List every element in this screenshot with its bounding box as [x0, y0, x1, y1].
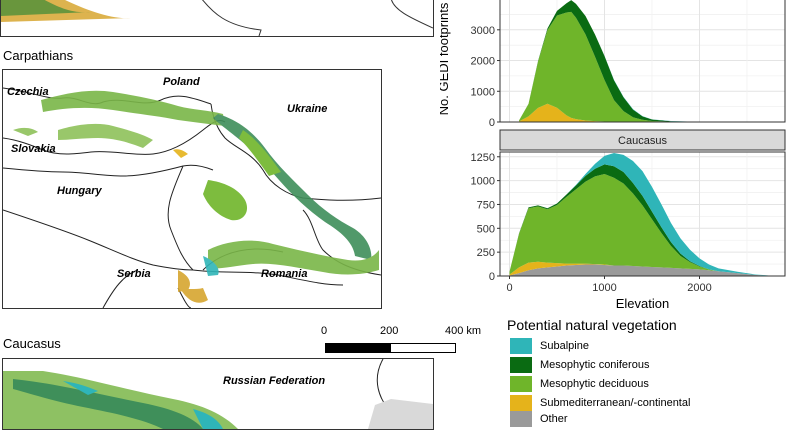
top-map-fragment-drawing	[1, 0, 433, 36]
legend-title: Potential natural vegetation	[507, 317, 677, 333]
x-tick-label: 0	[506, 282, 512, 294]
y-tick-label: 0	[489, 117, 495, 129]
legend-label: Submediterranean/-continental	[540, 397, 690, 409]
country-label-romania: Romania	[261, 268, 307, 280]
legend-item-other: Other	[510, 410, 568, 428]
legend-label: Mesophytic deciduous	[540, 378, 649, 390]
y-tick-label: 0	[489, 271, 495, 283]
legend-swatch-submediterranean	[510, 395, 532, 411]
y-axis-label: No. GEDI footprints	[440, 2, 451, 115]
y-tick-label: 250	[477, 247, 495, 259]
legend-swatch-other	[510, 411, 532, 427]
legend-item-subalpine: Subalpine	[510, 337, 589, 355]
legend-label: Mesophytic coniferous	[540, 359, 649, 371]
scale-bar-black-segment	[325, 343, 391, 353]
y-tick-label: 1000	[471, 176, 495, 188]
x-tick-label: 2000	[687, 282, 711, 294]
top-panel: 0 1000 2000 3000 No. GEDI footprints	[440, 0, 785, 129]
legend-swatch-mesophytic-coniferous	[510, 357, 532, 373]
country-label-slovakia: Slovakia	[11, 143, 56, 155]
bottom-panel: 0 250 500 750 1000 1250 Caucasus 0 1000 2000 Eleva…	[471, 130, 785, 310]
x-tick-label: 1000	[592, 282, 616, 294]
country-label-poland: Poland	[163, 76, 200, 88]
elevation-charts: 0 1000 2000 3000 No. GEDI footprints 0 250 500…	[440, 0, 790, 310]
scale-bar-white-segment	[390, 343, 456, 353]
country-label-russian-federation: Russian Federation	[223, 375, 325, 387]
y-tick-label: 1250	[471, 152, 495, 164]
x-axis-label: Elevation	[616, 296, 669, 310]
legend-item-mesophytic-deciduous: Mesophytic deciduous	[510, 375, 649, 393]
country-label-ukraine: Ukraine	[287, 103, 327, 115]
facet-strip-title: Caucasus	[618, 135, 667, 147]
country-label-hungary: Hungary	[57, 185, 102, 197]
scale-label-200: 200	[380, 325, 398, 337]
scale-label-400: 400 km	[445, 325, 481, 337]
caucasus-map-title: Caucasus	[3, 336, 61, 351]
y-tick-label: 500	[477, 223, 495, 235]
caucasus-map: Russian Federation	[2, 358, 434, 430]
legend-label: Other	[540, 413, 568, 425]
country-label-czechia: Czechia	[7, 86, 49, 98]
legend-swatch-mesophytic-deciduous	[510, 376, 532, 392]
y-tick-label: 1000	[471, 86, 495, 98]
legend-label: Subalpine	[540, 340, 589, 352]
y-tick-label: 750	[477, 199, 495, 211]
legend-item-mesophytic-coniferous: Mesophytic coniferous	[510, 356, 649, 374]
top-map-fragment	[0, 0, 434, 37]
carpathians-title: Carpathians	[3, 48, 73, 63]
country-label-serbia: Serbia	[117, 268, 151, 280]
carpathians-map: Poland Czechia Ukraine Slovakia Hungary …	[2, 69, 382, 309]
y-tick-label: 3000	[471, 25, 495, 37]
y-tick-label: 2000	[471, 56, 495, 68]
legend-swatch-subalpine	[510, 338, 532, 354]
scale-label-0: 0	[321, 325, 327, 337]
